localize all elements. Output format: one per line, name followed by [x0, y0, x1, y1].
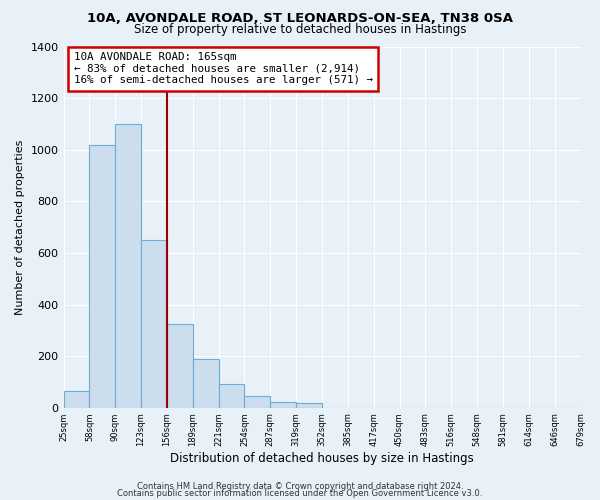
Bar	[141, 240, 167, 408]
Y-axis label: Number of detached properties: Number of detached properties	[15, 140, 25, 315]
Bar	[271, 402, 296, 407]
Text: 10A, AVONDALE ROAD, ST LEONARDS-ON-SEA, TN38 0SA: 10A, AVONDALE ROAD, ST LEONARDS-ON-SEA, …	[87, 12, 513, 26]
Bar	[167, 324, 193, 407]
Bar	[115, 124, 141, 408]
Bar	[296, 403, 322, 407]
X-axis label: Distribution of detached houses by size in Hastings: Distribution of detached houses by size …	[170, 452, 474, 465]
Text: Contains HM Land Registry data © Crown copyright and database right 2024.: Contains HM Land Registry data © Crown c…	[137, 482, 463, 491]
Bar	[64, 391, 89, 407]
Bar	[89, 144, 115, 408]
Bar	[244, 396, 271, 407]
Text: Contains public sector information licensed under the Open Government Licence v3: Contains public sector information licen…	[118, 490, 482, 498]
Text: 10A AVONDALE ROAD: 165sqm
← 83% of detached houses are smaller (2,914)
16% of se: 10A AVONDALE ROAD: 165sqm ← 83% of detac…	[74, 52, 373, 85]
Bar	[218, 384, 244, 407]
Text: Size of property relative to detached houses in Hastings: Size of property relative to detached ho…	[134, 22, 466, 36]
Bar	[193, 358, 218, 408]
